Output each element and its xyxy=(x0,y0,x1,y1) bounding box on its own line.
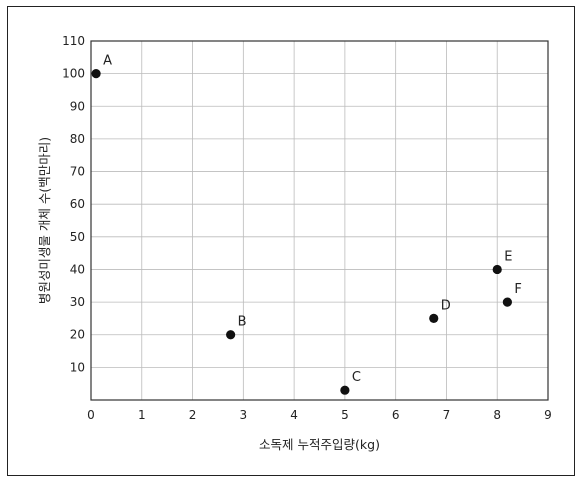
y-tick-label: 70 xyxy=(70,165,85,179)
point-label-c: C xyxy=(352,370,361,385)
grid xyxy=(91,41,548,400)
y-tick-label: 60 xyxy=(70,197,85,211)
x-axis-ticks: 0 1 2 3 4 5 6 7 8 9 xyxy=(87,408,552,422)
data-points: A B C D E F xyxy=(91,54,522,395)
point-label-d: D xyxy=(441,298,451,313)
x-tick-label: 6 xyxy=(392,408,400,422)
chart-frame: 10 20 30 40 50 60 70 80 90 100 110 0 1 2 3 4 5 6 7 8 9 A B C D… xyxy=(7,6,575,476)
y-tick-label: 30 xyxy=(70,295,85,309)
y-axis-label: 병원성미생물 개체 수(백만마리) xyxy=(37,137,52,304)
data-point-a xyxy=(91,69,101,79)
x-tick-label: 3 xyxy=(240,408,248,422)
data-point-f xyxy=(502,297,512,307)
point-label-f: F xyxy=(514,282,521,297)
y-tick-label: 10 xyxy=(70,360,85,374)
y-tick-label: 110 xyxy=(62,34,85,48)
point-label-e: E xyxy=(504,249,512,264)
data-point-e xyxy=(492,264,502,275)
x-tick-label: 8 xyxy=(493,408,501,422)
y-tick-label: 100 xyxy=(62,67,85,81)
y-axis-ticks: 10 20 30 40 50 60 70 80 90 100 110 xyxy=(62,34,85,374)
y-tick-label: 80 xyxy=(70,132,85,146)
x-tick-label: 4 xyxy=(290,408,298,422)
x-tick-label: 9 xyxy=(544,408,552,422)
x-tick-label: 7 xyxy=(443,408,451,422)
y-tick-label: 50 xyxy=(70,230,85,244)
x-axis-label: 소독제 누적주입량(kg) xyxy=(259,437,380,452)
y-tick-label: 90 xyxy=(70,99,85,113)
data-point-b xyxy=(226,330,236,340)
scatter-chart: 10 20 30 40 50 60 70 80 90 100 110 0 1 2 3 4 5 6 7 8 9 A B C D… xyxy=(37,34,552,452)
x-tick-label: 5 xyxy=(341,408,349,422)
y-tick-label: 40 xyxy=(70,262,85,276)
x-tick-label: 1 xyxy=(138,408,146,422)
x-tick-label: 2 xyxy=(189,408,197,422)
point-label-a: A xyxy=(103,54,112,69)
data-point-d xyxy=(429,313,439,324)
data-point-c xyxy=(340,385,350,395)
y-tick-label: 20 xyxy=(70,328,85,342)
point-label-b: B xyxy=(238,315,247,330)
plot-area xyxy=(90,40,549,401)
x-tick-label: 0 xyxy=(87,408,95,422)
